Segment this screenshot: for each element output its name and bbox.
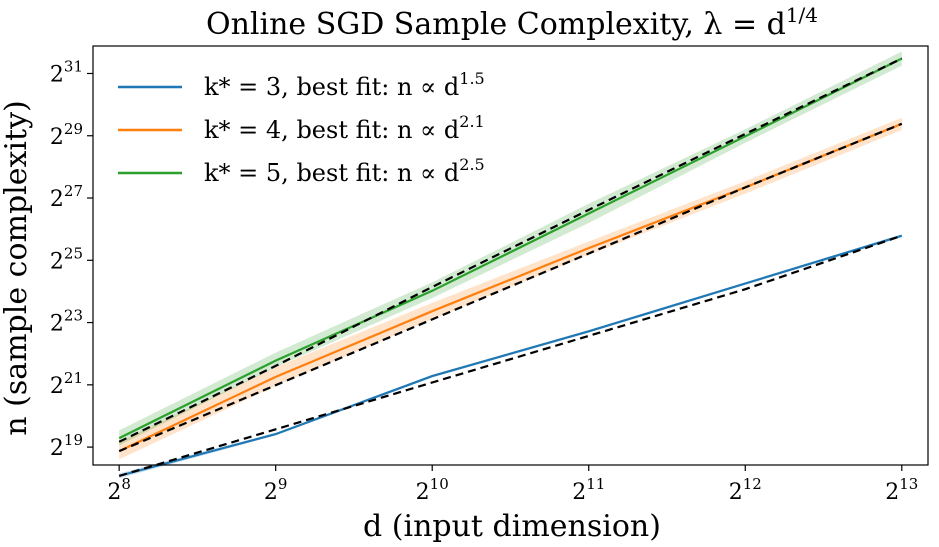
y-tick-exponent: 31 [64, 57, 83, 75]
chart-title-text: Online SGD Sample Complexity, λ = d [206, 7, 786, 42]
series-line-1 [118, 234, 903, 477]
y-tick-label-5: 227 [50, 182, 83, 212]
x-tick-label-2: 29 [264, 475, 288, 505]
x-axis-ticks: 28 29 210 211 212 213 [107, 465, 918, 505]
legend-entry-3: k* = 5, best fit: n ∝ d2.5 [204, 155, 485, 187]
y-tick-base: 2 [50, 125, 64, 150]
best-fit-line-2 [118, 122, 903, 453]
legend-entry-text: k* = 3, best fit: n ∝ d [204, 73, 459, 101]
x-tick-exponent: 10 [430, 475, 449, 493]
y-tick-exponent: 25 [64, 244, 83, 262]
best-fit-line-1 [118, 234, 903, 477]
y-axis-label: n (sample complexity) [0, 100, 34, 435]
y-tick-label-2: 221 [50, 369, 83, 399]
legend-entry-text: k* = 5, best fit: n ∝ d [204, 159, 459, 187]
x-tick-base: 2 [107, 480, 121, 505]
x-tick-base: 2 [885, 480, 899, 505]
legend-entry-2: k* = 4, best fit: n ∝ d2.1 [204, 112, 485, 144]
y-tick-exponent: 27 [64, 182, 83, 200]
legend-entry-text: k* = 4, best fit: n ∝ d [204, 116, 459, 144]
x-tick-label-6: 213 [885, 475, 918, 505]
y-tick-base: 2 [50, 436, 64, 461]
legend-entry-exponent: 2.5 [459, 155, 484, 174]
y-tick-base: 2 [50, 187, 64, 212]
x-tick-exponent: 11 [586, 475, 605, 493]
y-tick-base: 2 [50, 249, 64, 274]
x-tick-exponent: 13 [899, 475, 918, 493]
x-tick-exponent: 12 [743, 475, 762, 493]
x-tick-label-3: 210 [416, 475, 449, 505]
legend-entry-exponent: 2.1 [459, 112, 484, 131]
y-tick-exponent: 29 [64, 120, 83, 138]
y-tick-exponent: 21 [64, 369, 83, 387]
best-fit-line-3 [118, 57, 903, 443]
y-tick-exponent: 19 [64, 431, 83, 449]
x-tick-exponent: 8 [121, 475, 131, 493]
y-tick-base: 2 [50, 312, 64, 337]
y-tick-exponent: 23 [64, 307, 83, 325]
series-line-3 [118, 57, 903, 440]
x-tick-base: 2 [416, 480, 430, 505]
y-tick-label-6: 229 [50, 120, 83, 150]
x-tick-label-4: 211 [572, 475, 605, 505]
y-tick-label-4: 225 [50, 244, 83, 274]
legend-entry-exponent: 1.5 [459, 69, 484, 88]
legend-entry-1: k* = 3, best fit: n ∝ d1.5 [204, 69, 485, 101]
plot-frame [92, 45, 929, 466]
x-tick-exponent: 9 [278, 475, 288, 493]
x-tick-label-5: 212 [729, 475, 762, 505]
x-tick-base: 2 [729, 480, 743, 505]
chart-title-superscript: 1/4 [786, 3, 818, 27]
chart-title: Online SGD Sample Complexity, λ = d1/4 [206, 3, 818, 42]
y-tick-base: 2 [50, 62, 64, 87]
x-tick-base: 2 [572, 480, 586, 505]
legend: k* = 3, best fit: n ∝ d1.5 k* = 4, best f… [118, 69, 485, 187]
x-tick-label-1: 28 [107, 475, 131, 505]
y-tick-label-3: 223 [50, 307, 83, 337]
x-tick-base: 2 [264, 480, 278, 505]
y-tick-label-1: 219 [50, 431, 83, 461]
best-fit-lines [118, 57, 903, 477]
y-tick-base: 2 [50, 374, 64, 399]
y-tick-label-7: 231 [50, 57, 83, 87]
x-axis-label: d (input dimension) [363, 509, 661, 544]
